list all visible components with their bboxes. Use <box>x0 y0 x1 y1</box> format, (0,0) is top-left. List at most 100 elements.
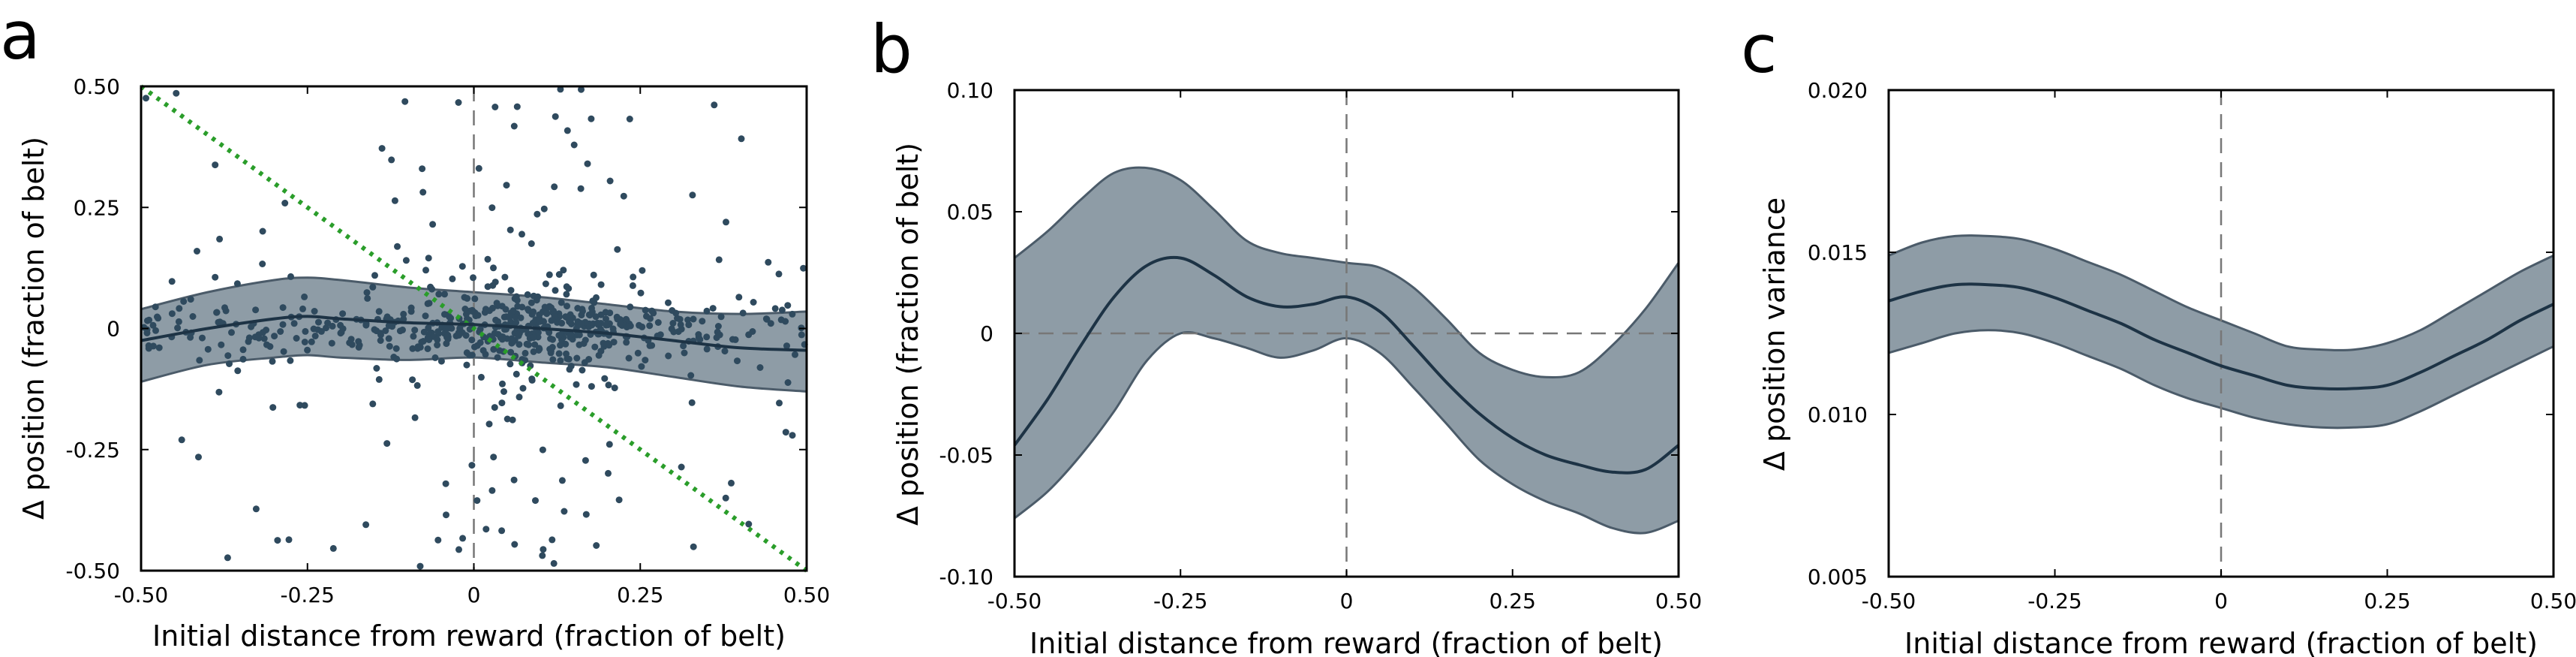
scatter-point <box>614 246 621 253</box>
scatter-point <box>213 309 221 316</box>
scatter-point <box>614 315 621 323</box>
x-tick-label: -0.25 <box>2027 589 2082 613</box>
scatter-point <box>578 312 585 319</box>
scatter-point <box>409 345 416 352</box>
scatter-point <box>778 306 786 314</box>
scatter-point <box>393 355 401 363</box>
scatter-point <box>717 313 725 321</box>
scatter-point <box>606 342 613 349</box>
identity-diagonal-line <box>140 84 808 573</box>
scatter-point <box>491 404 498 411</box>
scatter-point <box>690 315 697 323</box>
scatter-point <box>563 291 570 298</box>
scatter-point <box>557 402 564 409</box>
scatter-point <box>588 308 596 315</box>
scatter-point <box>639 267 646 274</box>
scatter-point <box>271 333 278 340</box>
scatter-point <box>490 345 497 353</box>
panel-letter: b <box>870 11 912 88</box>
scatter-point <box>782 318 789 325</box>
scatter-point <box>630 273 637 281</box>
y-tick-label: 0.50 <box>74 74 120 99</box>
scatter-point <box>714 323 722 330</box>
scatter-point <box>485 420 493 428</box>
scatter-point <box>456 324 464 332</box>
scatter-point <box>194 248 200 255</box>
panel-letter: c <box>1741 11 1777 88</box>
scatter-point <box>675 328 682 336</box>
scatter-point <box>299 305 306 312</box>
scatter-point <box>646 342 654 349</box>
y-axis-label: Δ position variance <box>1758 197 1791 471</box>
scatter-point <box>680 342 687 350</box>
scatter-point <box>375 308 383 315</box>
scatter-point <box>524 291 531 298</box>
scatter-point <box>529 319 537 327</box>
scatter-point <box>668 325 675 333</box>
scatter-point <box>611 384 618 392</box>
scatter-point <box>468 306 476 314</box>
y-axis-label: Δ position (fraction of belt) <box>17 137 50 520</box>
scatter-point <box>145 345 152 352</box>
scatter-point <box>677 321 684 328</box>
scatter-point <box>329 544 337 552</box>
scatter-point <box>549 536 556 544</box>
scatter-point <box>510 122 518 130</box>
scatter-point <box>560 267 567 274</box>
scatter-point <box>468 336 476 344</box>
scatter-point <box>302 327 309 335</box>
scatter-point <box>391 197 398 204</box>
scatter-point <box>530 348 537 355</box>
scatter-point <box>525 306 531 313</box>
scatter-point <box>224 554 231 562</box>
scatter-point <box>523 340 531 348</box>
scatter-point <box>509 307 517 315</box>
scatter-point <box>496 347 503 354</box>
scatter-point <box>392 345 400 352</box>
scatter-point <box>269 357 276 365</box>
scatter-point <box>738 135 745 143</box>
scatter-point <box>577 185 585 192</box>
scatter-point <box>798 331 805 339</box>
scatter-point <box>263 327 270 333</box>
scatter-point <box>512 370 520 378</box>
x-tick-label: 0 <box>467 583 481 607</box>
scatter-point <box>669 307 676 314</box>
scatter-point <box>627 303 634 311</box>
scatter-point <box>513 103 521 110</box>
scatter-point <box>500 388 507 395</box>
scatter-point <box>245 338 252 345</box>
scatter-point <box>588 383 595 390</box>
scatter-point <box>464 294 471 302</box>
scatter-point <box>784 379 792 386</box>
scatter-point <box>627 322 634 330</box>
scatter-point <box>389 323 396 330</box>
scatter-point <box>369 283 377 291</box>
scatter-point <box>703 345 711 353</box>
scatter-point <box>425 336 433 343</box>
scatter-point <box>500 313 508 321</box>
scatter-point <box>739 309 747 317</box>
scatter-point <box>422 312 429 320</box>
scatter-point <box>750 299 757 306</box>
scatter-point <box>196 357 203 364</box>
scatter-point <box>413 381 421 389</box>
scatter-point <box>503 182 510 189</box>
scatter-point <box>762 315 770 323</box>
scatter-point <box>696 336 704 343</box>
scatter-point <box>443 333 450 341</box>
y-tick-label: -0.05 <box>939 443 993 468</box>
scatter-point <box>539 552 546 559</box>
scatter-point <box>564 303 570 310</box>
scatter-point <box>775 270 783 278</box>
scatter-point <box>485 307 493 315</box>
scatter-point <box>716 331 723 339</box>
scatter-point <box>555 271 563 278</box>
scatter-point <box>155 315 162 322</box>
scatter-point <box>301 339 308 345</box>
y-tick-label: 0.10 <box>947 78 993 103</box>
scatter-point <box>573 354 581 362</box>
scatter-point <box>642 357 649 364</box>
scatter-point <box>528 240 535 247</box>
scatter-point <box>517 314 525 321</box>
